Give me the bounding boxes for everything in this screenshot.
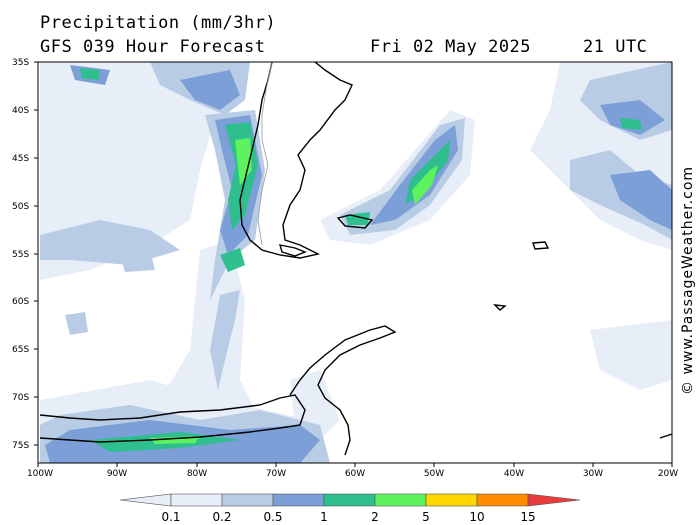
colorbar-segment: [476, 493, 529, 507]
colorbar-label: 0.5: [263, 510, 282, 524]
lon-label: 90W: [107, 469, 127, 479]
colorbar-min-arrow: [119, 493, 172, 507]
colorbar-segment: [221, 493, 274, 507]
colorbar-label: 1: [320, 510, 328, 524]
colorbar-label: 5: [422, 510, 430, 524]
lon-label: 20W: [658, 469, 678, 479]
lon-label: 30W: [583, 469, 603, 479]
watermark-credit: © www.PassageWeather.com: [680, 165, 696, 395]
lon-label: 80W: [187, 469, 207, 479]
map-title: Precipitation (mm/3hr): [40, 13, 277, 33]
colorbar-label: 2: [371, 510, 379, 524]
lat-label: 75S: [12, 441, 29, 451]
forecast-date: Fri 02 May 2025: [370, 37, 532, 57]
colorbar-segment: [170, 493, 223, 507]
border-line: [257, 62, 273, 246]
forecast-time: 21 UTC: [583, 37, 648, 57]
lon-label: 60W: [345, 469, 365, 479]
colorbar-label: 10: [469, 510, 484, 524]
lat-label: 70S: [12, 393, 29, 403]
longitude-labels: 100W 90W 80W 70W 60W 50W 40W 30W 20W: [27, 469, 678, 479]
lon-label: 40W: [504, 469, 524, 479]
model-line: GFS 039 Hour Forecast: [40, 37, 266, 57]
lat-label: 55S: [12, 250, 29, 260]
colorbar-segment: [374, 493, 427, 507]
lat-label: 35S: [12, 58, 29, 68]
colorbar-segment: [425, 493, 478, 507]
lat-label: 65S: [12, 345, 29, 355]
colorbar: [119, 493, 581, 507]
colorbar-max-arrow: [527, 493, 581, 507]
lon-label: 50W: [424, 469, 444, 479]
colorbar-label: 0.2: [212, 510, 231, 524]
colorbar-segment: [323, 493, 376, 507]
latitude-labels: 35S 40S 45S 50S 55S 60S 65S 70S 75S: [12, 58, 29, 451]
lat-label: 50S: [12, 202, 29, 212]
axis-ticks: [34, 61, 673, 467]
lat-label: 45S: [12, 154, 29, 164]
lon-label: 100W: [27, 469, 53, 479]
lon-label: 70W: [266, 469, 286, 479]
colorbar-label: 0.1: [161, 510, 180, 524]
lat-label: 60S: [12, 297, 29, 307]
coastlines: [39, 62, 672, 456]
precip-field: [39, 62, 672, 463]
colorbar-label: 15: [520, 510, 535, 524]
colorbar-segment: [272, 493, 325, 507]
lat-label: 40S: [12, 106, 29, 116]
colorbar-labels: 0.1 0.2 0.5 1 2 5 10 15: [161, 510, 535, 524]
